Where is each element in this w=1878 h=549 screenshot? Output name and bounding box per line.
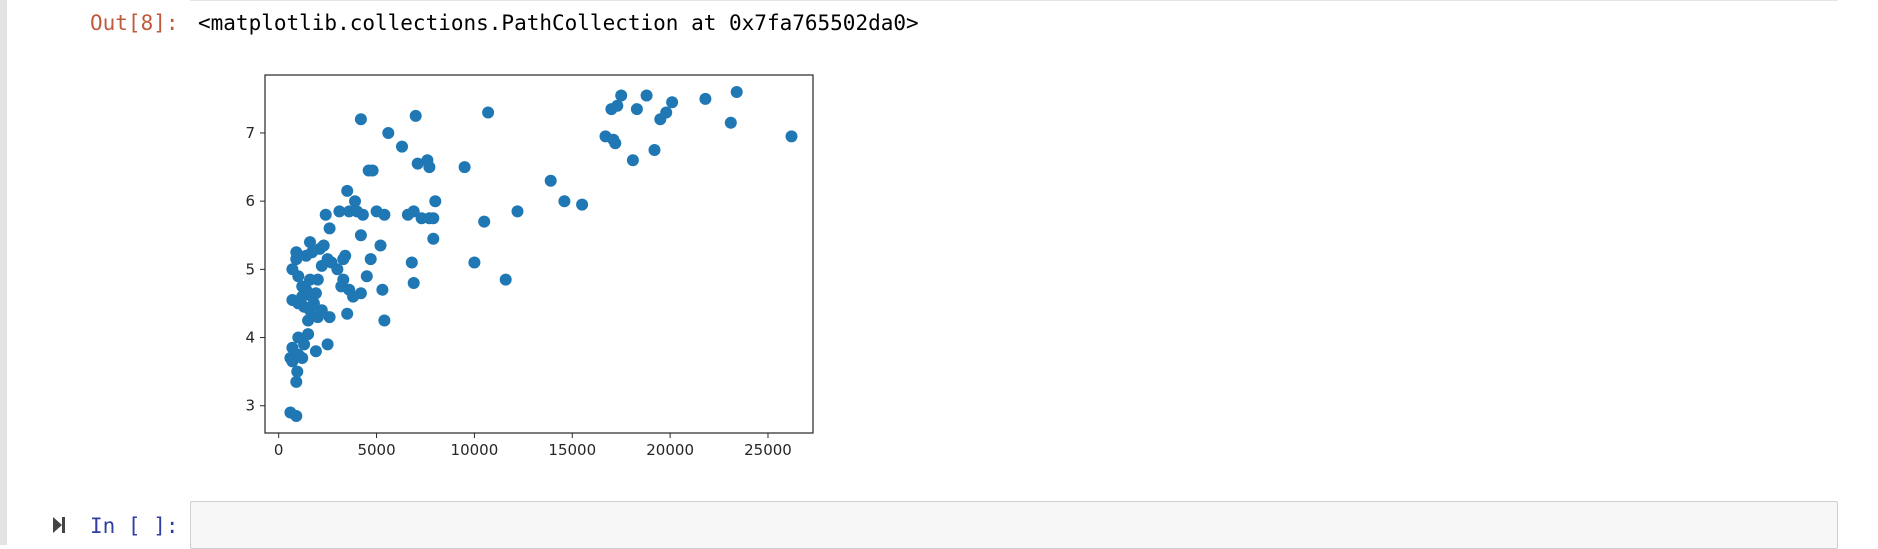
output-prompt: Out[8]: [90, 11, 179, 35]
data-point [648, 144, 661, 156]
scatter-plot-svg: 0 5000 10000 15000 20000 25000 3 4 5 6 7 [245, 74, 814, 459]
x-tick-label: 10000 [451, 441, 499, 459]
y-tick-label: 6 [245, 192, 255, 210]
data-point [378, 208, 391, 221]
data-point [478, 215, 491, 228]
data-point [427, 232, 440, 245]
data-point [304, 236, 316, 249]
data-point [309, 287, 322, 300]
y-tick-label: 4 [245, 329, 255, 347]
data-point [423, 161, 436, 174]
data-point [615, 89, 628, 102]
data-point [354, 229, 367, 242]
x-tick-label: 25000 [744, 441, 792, 459]
data-point [321, 338, 334, 351]
input-prompt: In [ ]: [90, 514, 179, 538]
scatter-plot: 0 5000 10000 15000 20000 25000 3 4 5 6 7 [220, 60, 840, 480]
data-point [286, 263, 299, 276]
data-point [640, 89, 653, 102]
data-point [309, 345, 322, 358]
data-point [699, 92, 712, 105]
data-point [331, 263, 344, 276]
cell-selection-bar [0, 0, 7, 545]
data-point [290, 375, 303, 388]
data-point [364, 253, 377, 266]
data-point [286, 294, 299, 306]
data-point [724, 116, 737, 129]
data-point [630, 103, 643, 116]
data-point [468, 256, 481, 269]
data-point [354, 287, 367, 300]
data-point [785, 130, 798, 143]
data-point [341, 307, 354, 320]
data-point [290, 246, 303, 259]
plot-axes-frame [264, 74, 814, 434]
data-point [323, 222, 336, 235]
data-point [333, 205, 346, 218]
data-point [609, 137, 622, 150]
run-cell-icon[interactable] [50, 513, 68, 537]
y-tick-label: 5 [245, 260, 255, 278]
data-point [341, 184, 354, 197]
data-point [349, 195, 361, 208]
data-point [666, 96, 679, 109]
data-point [296, 280, 309, 293]
data-point [354, 113, 367, 126]
data-point [366, 164, 379, 177]
x-tick-label: 5000 [357, 441, 395, 459]
data-point [319, 208, 332, 221]
data-point [302, 328, 315, 341]
data-point [511, 205, 524, 218]
data-point [499, 273, 512, 286]
y-tick-label: 3 [245, 397, 255, 415]
data-point [396, 140, 408, 153]
x-tick-label: 0 [274, 441, 284, 459]
data-point [544, 174, 557, 187]
data-point [290, 410, 303, 422]
data-point [730, 86, 743, 98]
x-tick-label: 15000 [548, 441, 596, 459]
data-point [351, 205, 363, 218]
data-point [292, 331, 305, 344]
data-point [374, 239, 387, 252]
data-point [360, 270, 373, 283]
data-point [482, 106, 495, 119]
data-point [291, 365, 304, 378]
data-point [311, 273, 324, 286]
data-point [626, 154, 639, 167]
data-point [378, 314, 391, 327]
data-point [407, 277, 420, 289]
data-point [576, 198, 589, 211]
data-point [407, 205, 420, 218]
data-point [458, 161, 471, 174]
data-point [317, 239, 330, 252]
data-point [405, 256, 418, 269]
data-point [339, 249, 352, 262]
data-point [321, 253, 334, 266]
data-point [558, 195, 571, 208]
output-repr-text: <matplotlib.collections.PathCollection a… [198, 11, 919, 35]
data-point [611, 99, 624, 112]
data-point [409, 109, 422, 122]
code-input-cell[interactable] [190, 501, 1838, 549]
y-tick-label: 7 [245, 124, 255, 142]
data-point [660, 106, 673, 119]
previous-cell-border [190, 0, 1838, 1]
data-point [376, 283, 389, 296]
data-point [323, 311, 336, 324]
data-point [337, 273, 350, 286]
data-point [427, 212, 440, 225]
data-point [286, 341, 299, 354]
data-point [315, 304, 328, 317]
x-tick-label: 20000 [646, 441, 694, 459]
data-point [302, 314, 315, 327]
data-point [429, 195, 442, 208]
data-point [382, 127, 395, 139]
data-point [411, 157, 424, 170]
